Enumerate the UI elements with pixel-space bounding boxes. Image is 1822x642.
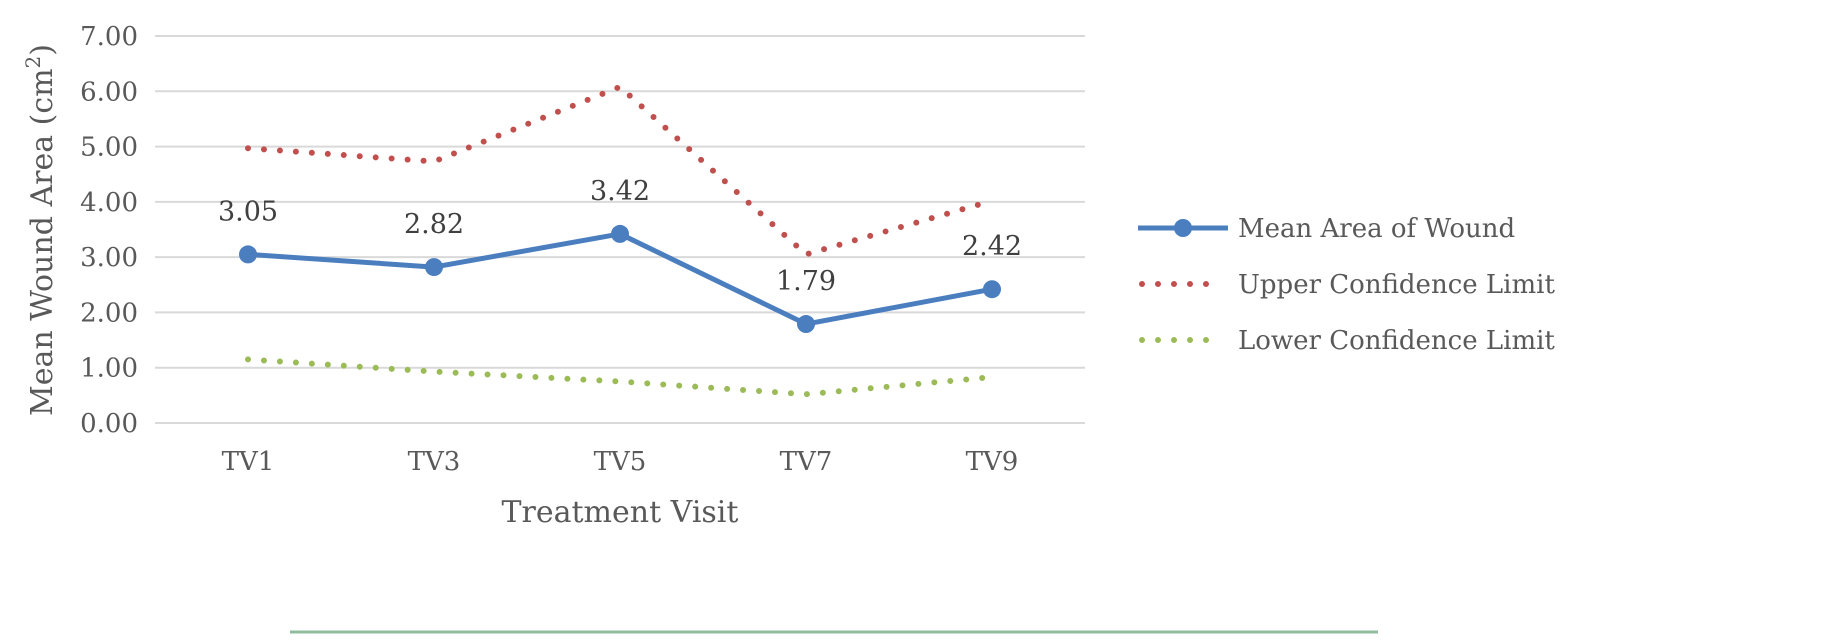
data-label: 2.42 (962, 231, 1022, 262)
legend-item: Mean Area of Wound (1138, 214, 1515, 244)
y-tick-label: 7.00 (80, 22, 138, 52)
x-tick-label: TV9 (966, 447, 1019, 477)
series-upper-confidence-limit (245, 83, 995, 258)
y-axis-ticks: 0.00 1.00 2.00 3.00 4.00 5.00 6.00 7.00 (80, 22, 138, 439)
y-tick-label: 4.00 (80, 188, 138, 218)
data-label: 3.05 (218, 196, 278, 227)
series-lower-confidence-limit (245, 356, 995, 398)
x-tick-label: TV7 (780, 447, 833, 477)
legend-label: Mean Area of Wound (1238, 214, 1515, 244)
legend-marker (1174, 219, 1192, 237)
data-point (797, 315, 815, 334)
x-axis-title: Treatment Visit (502, 495, 739, 530)
y-axis-title: Mean Wound Area (cm2) (21, 44, 60, 416)
series-mean-area-of-wound (239, 224, 1001, 334)
series-group (239, 83, 1001, 398)
y-tick-label: 1.00 (80, 354, 138, 384)
x-axis-ticks: TV1 TV3 TV5 TV7 TV9 (222, 447, 1019, 477)
data-point (611, 224, 629, 243)
x-tick-label: TV5 (594, 447, 647, 477)
data-label: 2.82 (404, 209, 464, 240)
x-tick-label: TV1 (222, 447, 275, 477)
y-tick-label: 3.00 (80, 243, 138, 273)
legend-item: Upper Confidence Limit (1139, 270, 1555, 300)
series-line (245, 356, 995, 398)
data-point (983, 280, 1001, 299)
y-tick-label: 0.00 (80, 409, 138, 439)
data-label: 3.42 (590, 176, 650, 207)
data-label: 1.79 (776, 266, 836, 297)
legend-item: Lower Confidence Limit (1139, 326, 1555, 356)
y-tick-label: 6.00 (80, 77, 138, 107)
legend-label: Lower Confidence Limit (1238, 326, 1555, 356)
legend-label: Upper Confidence Limit (1238, 270, 1555, 300)
series-line (247, 231, 993, 327)
data-point (425, 258, 443, 277)
data-point (239, 245, 257, 264)
data-labels: 3.05 2.82 3.42 1.79 2.42 (218, 176, 1022, 297)
y-tick-label: 5.00 (80, 133, 138, 163)
y-tick-label: 2.00 (80, 298, 138, 328)
legend: Mean Area of Wound Upper Confidence Limit… (1138, 214, 1555, 356)
x-tick-label: TV3 (408, 447, 461, 477)
series-line (245, 83, 995, 258)
